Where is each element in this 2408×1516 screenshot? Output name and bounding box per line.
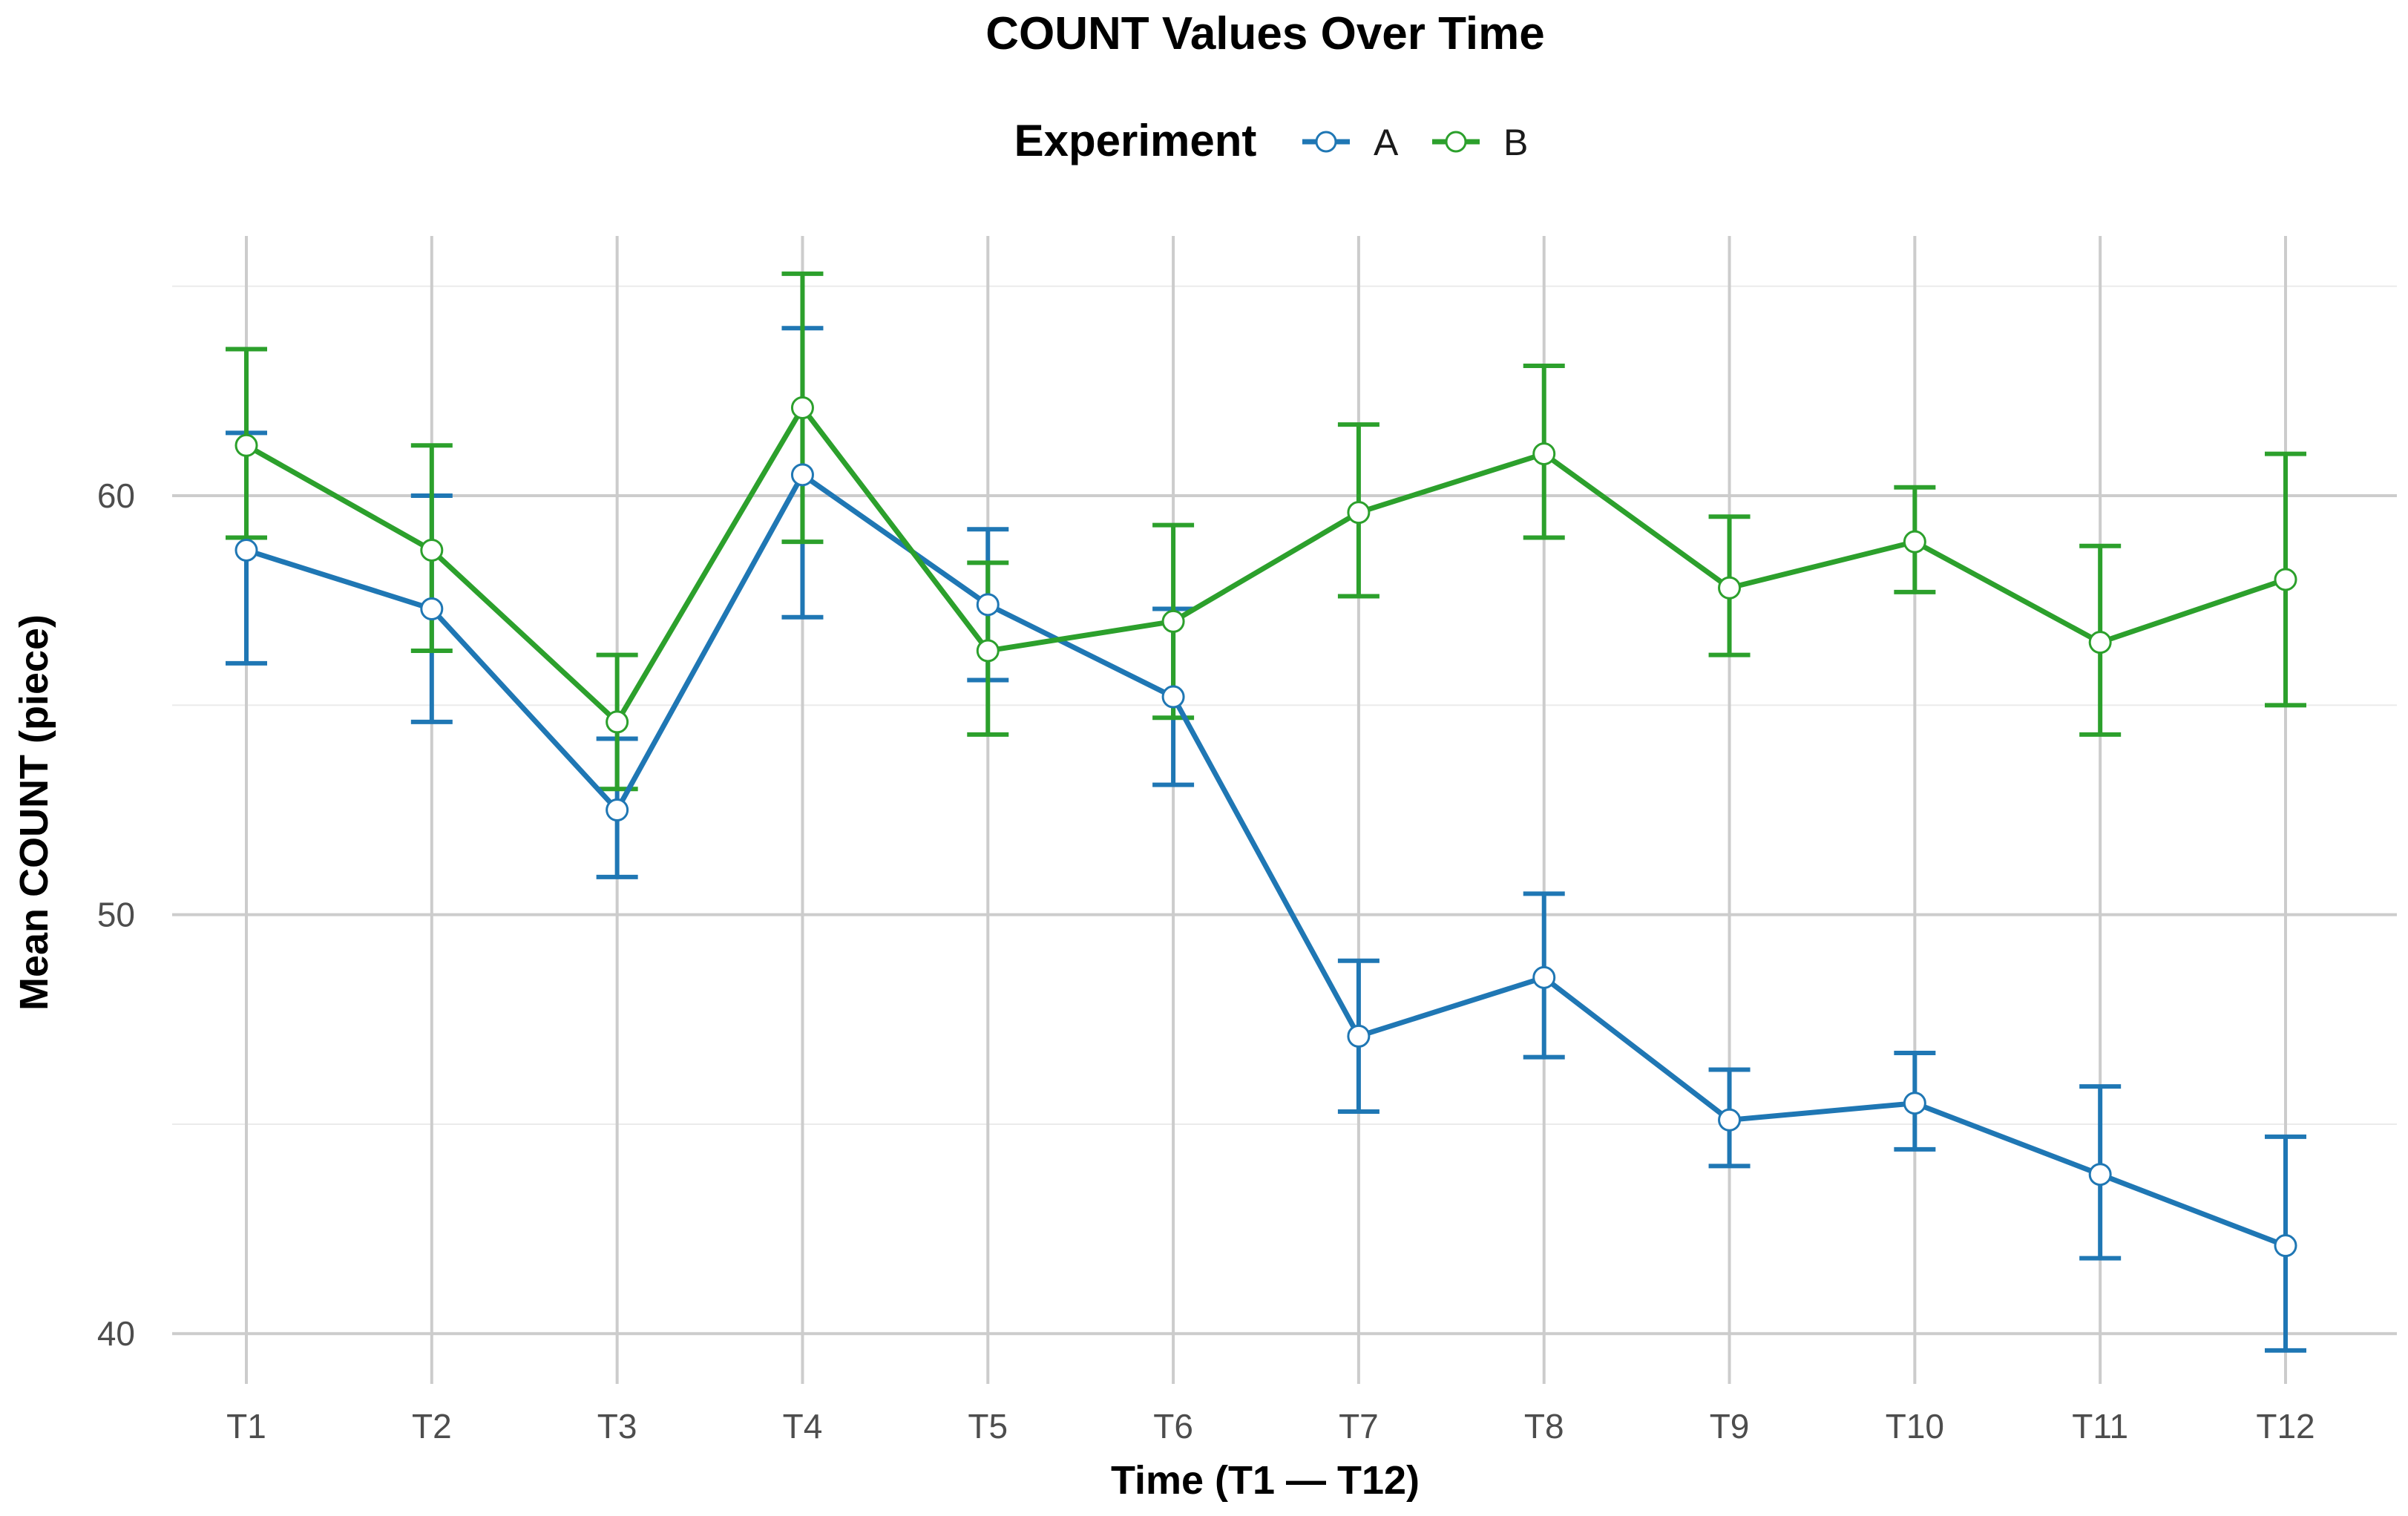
x-tick-label: T1 — [226, 1407, 266, 1446]
data-point-b — [606, 710, 629, 734]
data-point-a — [420, 597, 444, 620]
data-point-a — [2274, 1234, 2297, 1258]
x-tick-label: T4 — [783, 1407, 823, 1446]
legend-item-b: B — [1432, 122, 1528, 163]
data-point-b — [1161, 609, 1185, 633]
legend-marker-a — [1315, 131, 1337, 153]
data-point-b — [2088, 631, 2112, 654]
data-point-b — [234, 433, 258, 457]
series-lines — [243, 404, 2289, 1249]
x-tick-label: T7 — [1339, 1407, 1379, 1446]
y-axis-title: Mean COUNT (piece) — [12, 614, 56, 1011]
x-tick-label: T10 — [1886, 1407, 1944, 1446]
legend-marker-b — [1445, 131, 1467, 153]
data-point-a — [976, 593, 1000, 617]
x-tick-label: T11 — [2072, 1407, 2128, 1446]
data-point-b — [1903, 530, 1926, 554]
data-point-b — [1718, 576, 1742, 600]
chart-title: COUNT Values Over Time — [985, 8, 1544, 59]
legend-item-a: A — [1302, 122, 1399, 163]
x-tick-label: T12 — [2256, 1407, 2314, 1446]
series-line-a — [243, 472, 2289, 1249]
grid — [172, 236, 2397, 1384]
data-point-b — [1347, 501, 1371, 525]
legend-label-b: B — [1503, 122, 1528, 163]
x-tick-label: T9 — [1710, 1407, 1750, 1446]
error-bars — [226, 271, 2306, 1353]
data-point-a — [1532, 965, 1556, 989]
data-point-a — [234, 538, 258, 562]
x-tick-label: T6 — [1153, 1407, 1193, 1446]
x-tick-label: T3 — [597, 1407, 637, 1446]
data-point-b — [1532, 442, 1556, 466]
data-point-b — [976, 639, 1000, 663]
x-axis-title: Time (T1 — T12) — [1111, 1458, 1420, 1503]
data-point-b — [420, 538, 444, 562]
y-tick-label: 60 — [97, 476, 135, 515]
data-point-b — [2274, 568, 2297, 591]
x-tick-label: T5 — [968, 1407, 1008, 1446]
data-points — [234, 396, 2297, 1258]
data-point-a — [1161, 685, 1185, 709]
legend-title: Experiment — [1014, 116, 1257, 165]
y-tick-label: 50 — [97, 896, 135, 934]
data-point-a — [606, 798, 629, 821]
x-axis-ticks: T1 T2 T3 T4 T5 T6 T7 T8 T9 T10 T11 T12 — [226, 1407, 2314, 1446]
series-line-b — [243, 404, 2289, 725]
data-point-b — [790, 396, 814, 419]
x-tick-label: T2 — [412, 1407, 452, 1446]
data-point-a — [1347, 1024, 1371, 1048]
legend: Experiment A B — [1014, 116, 1529, 165]
x-tick-label: T8 — [1524, 1407, 1564, 1446]
y-tick-label: 40 — [97, 1314, 135, 1353]
y-axis-ticks: 40 50 60 — [97, 476, 135, 1353]
data-point-a — [2088, 1163, 2112, 1187]
data-point-a — [790, 463, 814, 487]
data-point-a — [1718, 1108, 1742, 1132]
legend-label-a: A — [1374, 122, 1399, 163]
data-point-a — [1903, 1092, 1926, 1115]
